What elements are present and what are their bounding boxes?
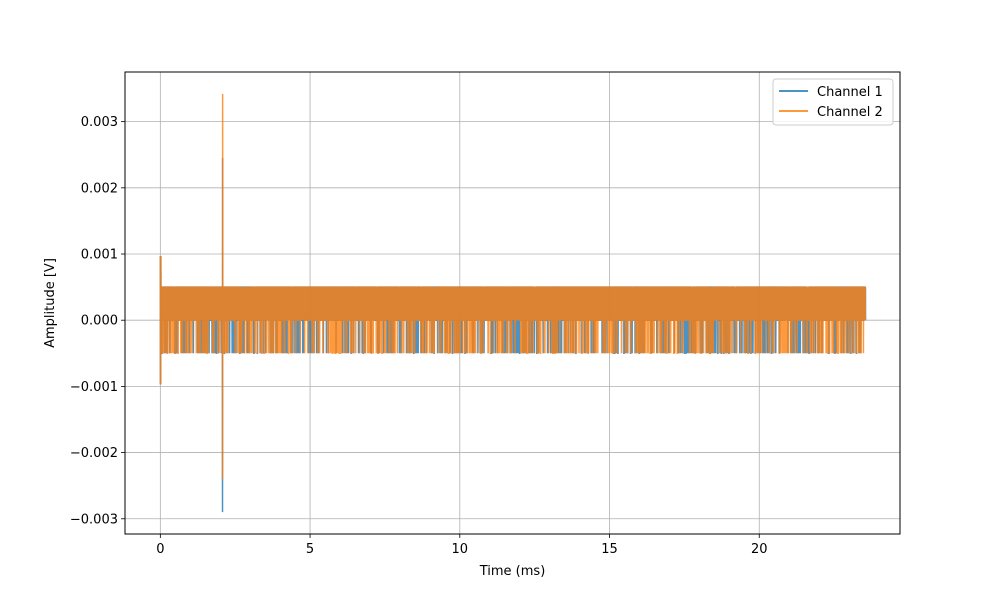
legend: Channel 1 Channel 2 [772,78,894,126]
y-tick-label: 0.003 [81,115,118,130]
series-layer [159,93,867,513]
x-axis: 0 5 10 15 20 [156,534,768,557]
y-tick-label: −0.003 [70,512,118,527]
x-tick-label: 0 [156,542,164,557]
x-tick-label: 15 [601,542,618,557]
x-tick-label: 20 [751,542,768,557]
y-axis-label: Amplitude [V] [43,258,58,348]
grid [125,72,900,534]
legend-label-channel-1: Channel 1 [817,85,883,100]
y-axis: −0.003 −0.002 −0.001 0.000 0.001 0.002 0.003 [70,115,125,527]
x-axis-label: Time (ms) [479,564,546,579]
x-tick-label: 10 [452,542,469,557]
series-line-channel-2 [159,93,867,480]
y-tick-label: 0.001 [81,248,118,263]
y-tick-label: −0.002 [70,446,118,461]
x-tick-label: 5 [306,542,314,557]
y-tick-label: −0.001 [70,380,118,395]
y-tick-label: 0.000 [81,314,118,329]
y-tick-label: 0.002 [81,181,118,196]
legend-label-channel-2: Channel 2 [817,105,883,120]
plot-frame [124,71,901,535]
